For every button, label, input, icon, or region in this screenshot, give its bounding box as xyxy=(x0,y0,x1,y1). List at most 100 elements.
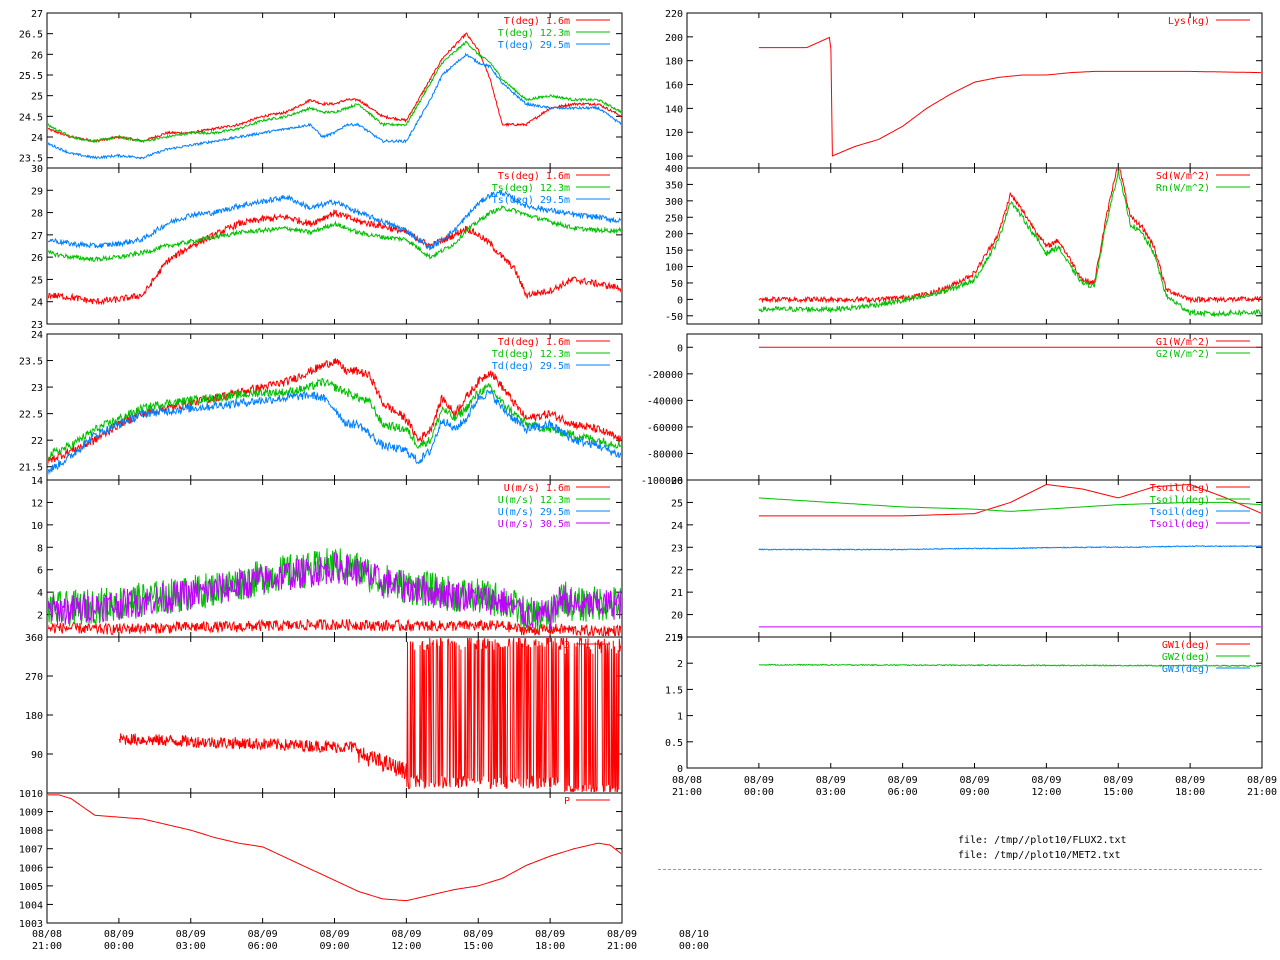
y-tick-label: -80000 xyxy=(647,449,683,460)
legend-label: Td(deg) 12.3m xyxy=(492,349,570,360)
y-tick-label: 23.5 xyxy=(19,154,43,165)
y-tick-label: 28 xyxy=(31,209,43,220)
x-tick-label: 08/09 xyxy=(959,775,989,786)
series-line xyxy=(48,548,621,633)
x-tick-label: 21:00 xyxy=(607,941,637,952)
series-line xyxy=(48,618,621,636)
y-tick-label: 24 xyxy=(671,521,683,532)
y-tick-label: 21 xyxy=(671,588,683,599)
legend-label: GW1(deg) xyxy=(1162,640,1210,651)
y-tick-label: 27 xyxy=(31,9,43,20)
y-tick-label: 140 xyxy=(665,104,683,115)
y-tick-label: 1.5 xyxy=(665,685,683,696)
series-line xyxy=(48,552,621,631)
legend-label: Lys(kg) xyxy=(1168,16,1210,27)
x-tick-label: 21:00 xyxy=(1247,787,1277,798)
x-tick-label: 00:00 xyxy=(104,941,134,952)
x-tick-label: 08/09 xyxy=(176,929,206,940)
y-tick-label: 22 xyxy=(671,566,683,577)
x-tick-label: 08/09 xyxy=(1103,775,1133,786)
x-tick-label: 08/09 xyxy=(888,775,918,786)
series-line xyxy=(48,40,621,144)
x-tick-label: 12:00 xyxy=(391,941,421,952)
x-tick-label: 08/09 xyxy=(104,929,134,940)
y-tick-label: 0 xyxy=(677,295,683,306)
legend-label: G1(W/m^2) xyxy=(1156,337,1210,348)
series-line xyxy=(48,204,621,263)
legend-label: Rn(W/m^2) xyxy=(1156,183,1210,194)
y-tick-label: 160 xyxy=(665,81,683,92)
y-tick-label: 150 xyxy=(665,246,683,257)
y-tick-label: 8 xyxy=(37,543,43,554)
y-tick-label: 25 xyxy=(31,92,43,103)
y-tick-label: 2 xyxy=(677,659,683,670)
x-tick-label: 08/09 xyxy=(463,929,493,940)
y-tick-label: 1010 xyxy=(19,789,43,800)
series-line xyxy=(48,377,621,460)
y-tick-label: 2.5 xyxy=(665,633,683,644)
y-tick-label: 300 xyxy=(665,197,683,208)
y-tick-label: 21.5 xyxy=(19,463,43,474)
y-tick-label: 0 xyxy=(677,343,683,354)
y-tick-label: 23 xyxy=(671,543,683,554)
x-tick-label: 08/08 xyxy=(672,775,702,786)
y-tick-label: 22.5 xyxy=(19,410,43,421)
pressure-chart-frame xyxy=(46,792,623,924)
legend-label: Ts(deg) 29.5m xyxy=(492,195,570,206)
separator-line xyxy=(658,869,1262,870)
y-tick-label: 29 xyxy=(31,186,43,197)
x-tick-label: 00:00 xyxy=(679,941,709,952)
x-tick-label: 06:00 xyxy=(248,941,278,952)
legend-label: U(m/s) 30.5m xyxy=(498,519,570,530)
y-tick-label: 20 xyxy=(671,611,683,622)
y-tick-label: 23 xyxy=(31,383,43,394)
y-tick-label: 23.5 xyxy=(19,357,43,368)
y-tick-label: 0 xyxy=(677,764,683,775)
series-line xyxy=(758,170,1261,318)
y-tick-label: 1009 xyxy=(19,808,43,819)
legend-label: U(m/s) 1.6m xyxy=(504,483,570,494)
legend-label: Ts(deg) 12.3m xyxy=(492,183,570,194)
y-tick-label: -100000 xyxy=(641,476,683,487)
series-line xyxy=(758,36,1261,157)
legend-label: T(deg) 1.6m xyxy=(504,16,570,27)
y-tick-label: 120 xyxy=(665,128,683,139)
x-tick-label: 12:00 xyxy=(1031,787,1061,798)
y-tick-label: 0.5 xyxy=(665,738,683,749)
x-tick-label: 15:00 xyxy=(1103,787,1133,798)
legend-label: Tsoil(deg) xyxy=(1150,495,1210,506)
y-tick-label: 25 xyxy=(671,498,683,509)
y-tick-label: 200 xyxy=(665,230,683,241)
x-tick-label: 21:00 xyxy=(672,787,702,798)
x-tick-label: 00:00 xyxy=(744,787,774,798)
legend-label: Tsoil(deg) xyxy=(1150,519,1210,530)
x-tick-label: 08/09 xyxy=(607,929,637,940)
y-tick-label: 2 xyxy=(37,611,43,622)
lys-chart-frame xyxy=(686,12,1263,169)
y-tick-label: 1003 xyxy=(19,919,43,930)
y-tick-label: 27 xyxy=(31,231,43,242)
legend-label: Tsoil(deg) xyxy=(1150,483,1210,494)
x-tick-label: 09:00 xyxy=(959,787,989,798)
x-tick-label: 08/09 xyxy=(1247,775,1277,786)
y-tick-label: 180 xyxy=(665,57,683,68)
x-tick-label: 08/09 xyxy=(1031,775,1061,786)
series-line xyxy=(48,794,621,902)
legend-label: GW2(deg) xyxy=(1162,652,1210,663)
y-tick-label: 24.5 xyxy=(19,112,43,123)
y-tick-label: 6 xyxy=(37,566,43,577)
y-tick-label: 23 xyxy=(31,320,43,331)
legend-label: GW3(deg) xyxy=(1162,664,1210,675)
y-tick-label: 1005 xyxy=(19,882,43,893)
legend-label: Td(deg) 1.6m xyxy=(498,337,570,348)
y-tick-label: 90 xyxy=(31,750,43,761)
x-tick-label: 06:00 xyxy=(888,787,918,798)
series-line xyxy=(118,638,621,792)
x-tick-label: 15:00 xyxy=(463,941,493,952)
series-line xyxy=(758,497,1261,512)
series-line xyxy=(48,189,621,251)
series-line xyxy=(758,169,1261,304)
y-tick-label: 50 xyxy=(671,279,683,290)
y-tick-label: -60000 xyxy=(647,423,683,434)
